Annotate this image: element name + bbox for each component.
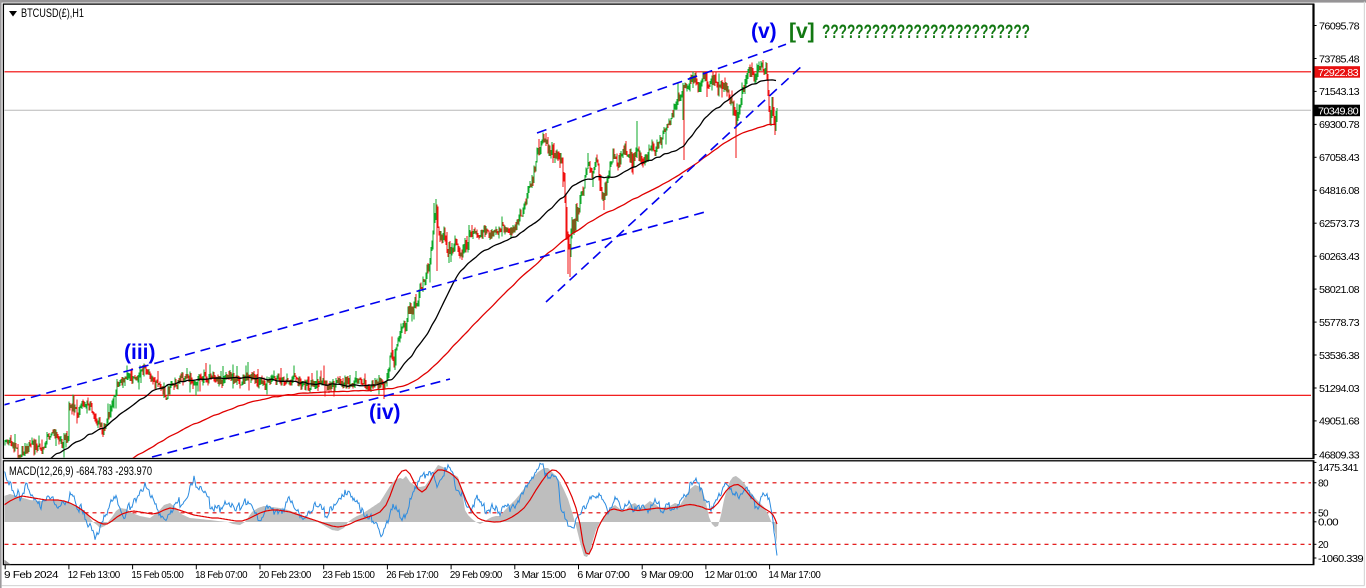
svg-text:29 Feb 09:00: 29 Feb 09:00 <box>450 569 503 581</box>
svg-text:-1060.339: -1060.339 <box>1318 553 1364 565</box>
svg-text:55778.73: 55778.73 <box>1319 317 1360 329</box>
svg-text:(iv): (iv) <box>369 401 401 424</box>
svg-text:9 Mar 09:00: 9 Mar 09:00 <box>641 569 694 581</box>
svg-text:23 Feb 15:00: 23 Feb 15:00 <box>323 569 376 581</box>
svg-text:70349.80: 70349.80 <box>1318 105 1359 117</box>
svg-text:MACD(12,26,9) -684.783 -293.97: MACD(12,26,9) -684.783 -293.970 <box>9 466 152 478</box>
svg-text:12 Mar 01:00: 12 Mar 01:00 <box>705 569 758 581</box>
svg-text:14 Mar 17:00: 14 Mar 17:00 <box>768 569 821 581</box>
svg-text:9 Feb 2024: 9 Feb 2024 <box>4 569 59 581</box>
svg-text:6 Mar 07:00: 6 Mar 07:00 <box>577 569 630 581</box>
svg-text:49051.68: 49051.68 <box>1319 416 1360 428</box>
svg-text:76095.78: 76095.78 <box>1319 20 1360 32</box>
svg-text:80: 80 <box>1318 478 1329 490</box>
svg-text:3 Mar 15:00: 3 Mar 15:00 <box>514 569 567 581</box>
svg-text:58021.08: 58021.08 <box>1319 284 1360 296</box>
svg-text:71543.13: 71543.13 <box>1319 86 1360 98</box>
svg-text:26 Feb 17:00: 26 Feb 17:00 <box>386 569 439 581</box>
svg-text:50: 50 <box>1318 508 1329 520</box>
svg-text:69300.78: 69300.78 <box>1319 119 1360 131</box>
svg-text:64816.08: 64816.08 <box>1319 185 1360 197</box>
svg-text:62573.73: 62573.73 <box>1319 218 1360 230</box>
svg-text:46809.33: 46809.33 <box>1319 449 1360 461</box>
svg-text:1475.341: 1475.341 <box>1318 462 1359 474</box>
svg-text:0.00: 0.00 <box>1318 517 1339 529</box>
svg-text:60263.43: 60263.43 <box>1319 251 1360 263</box>
svg-text:53536.38: 53536.38 <box>1319 350 1360 362</box>
svg-text:15 Feb 05:00: 15 Feb 05:00 <box>131 569 184 581</box>
svg-text:12 Feb 13:00: 12 Feb 13:00 <box>68 569 121 581</box>
svg-text:(v): (v) <box>751 20 777 43</box>
svg-text:BTCUSD(£),H1: BTCUSD(£),H1 <box>21 6 84 20</box>
svg-text:[v]: [v] <box>789 20 815 43</box>
svg-text:67058.43: 67058.43 <box>1319 152 1360 164</box>
svg-text:20: 20 <box>1318 539 1329 551</box>
svg-text:72922.83: 72922.83 <box>1318 67 1359 79</box>
svg-text:?????????????????????????: ????????????????????????? <box>822 22 1030 43</box>
svg-text:(iii): (iii) <box>124 341 156 364</box>
svg-text:51294.03: 51294.03 <box>1319 383 1360 395</box>
svg-text:73785.48: 73785.48 <box>1319 53 1360 65</box>
svg-text:18 Feb 07:00: 18 Feb 07:00 <box>195 569 248 581</box>
svg-text:20 Feb 23:00: 20 Feb 23:00 <box>259 569 312 581</box>
